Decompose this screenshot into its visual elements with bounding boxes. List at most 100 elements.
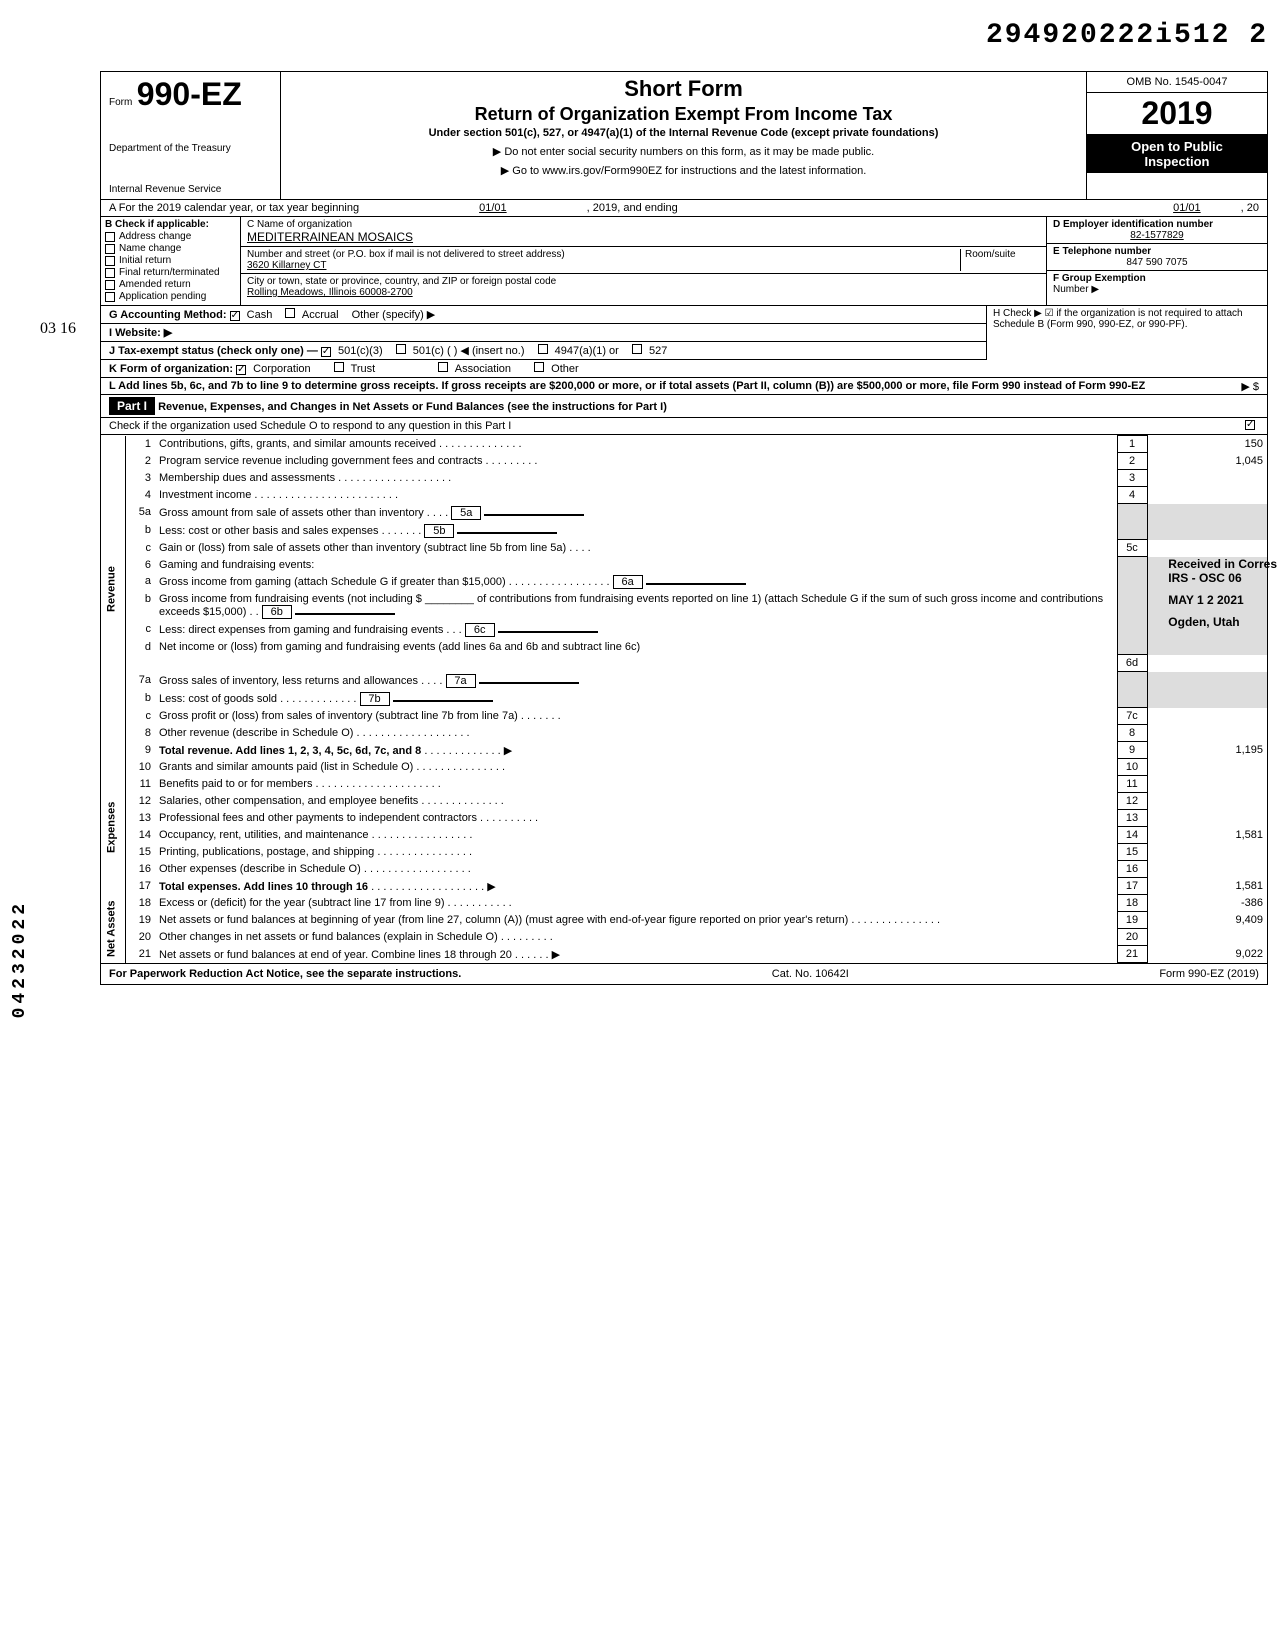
period-begin: 01/01 <box>479 202 507 214</box>
cb-trust[interactable] <box>334 362 344 372</box>
org-name: MEDITERRAINEAN MOSAICS <box>247 230 1040 244</box>
period-end1: 01/01 <box>1173 202 1201 214</box>
line-20-desc: Other changes in net assets or fund bala… <box>155 929 1117 946</box>
line-18-desc: Excess or (deficit) for the year (subtra… <box>155 895 1117 912</box>
form-footer-label: Form 990-EZ (2019) <box>1159 968 1259 980</box>
section-l-text: L Add lines 5b, 6c, and 7b to line 9 to … <box>109 380 1145 392</box>
return-title: Return of Organization Exempt From Incom… <box>289 104 1078 125</box>
line-18-amt: -386 <box>1147 895 1267 912</box>
group-exemption-number-label: Number ▶ <box>1053 284 1261 295</box>
cb-4947[interactable] <box>538 344 548 354</box>
cb-pending[interactable]: Application pending <box>105 291 236 302</box>
open-label: Open to Public <box>1091 139 1263 154</box>
period-end2: , 20 <box>1241 202 1259 214</box>
section-i-label: I Website: ▶ <box>109 327 172 339</box>
phone-label: E Telephone number <box>1053 246 1261 257</box>
form-id-box: Form 990-EZ Department of the Treasury I… <box>101 72 281 199</box>
line-12-desc: Salaries, other compensation, and employ… <box>155 793 1117 810</box>
line-6-desc: Gaming and fundraising events: <box>155 557 1117 573</box>
right-header: OMB No. 1545-0047 2019 Open to Public In… <box>1087 72 1267 199</box>
ein-value: 82-1577829 <box>1053 230 1261 241</box>
line-2-amt: 1,045 <box>1147 453 1267 470</box>
ssn-note: ▶ Do not enter social security numbers o… <box>289 145 1078 158</box>
line-1-box: 1 <box>1117 436 1147 453</box>
cb-amended[interactable]: Amended return <box>105 279 236 290</box>
cb-corporation[interactable] <box>236 365 246 375</box>
stamp-ogden: Ogden, Utah <box>1168 615 1277 629</box>
tax-year: 2019 <box>1141 95 1212 131</box>
street-address: 3620 Killarney CT <box>247 260 960 271</box>
addr-label: Number and street (or P.O. box if mail i… <box>247 249 960 260</box>
section-l-row: L Add lines 5b, 6c, and 7b to line 9 to … <box>101 378 1267 395</box>
cb-cash[interactable] <box>230 311 240 321</box>
net-assets-side-label: Net Assets <box>101 895 125 963</box>
cb-initial-return[interactable]: Initial return <box>105 255 236 266</box>
right-info-col: D Employer identification number 82-1577… <box>1047 217 1267 305</box>
line-2-desc: Program service revenue including govern… <box>155 453 1117 470</box>
phone-value: 847 590 7075 <box>1053 257 1261 268</box>
section-b: B Check if applicable: Address change Na… <box>101 217 241 305</box>
period-row: A For the 2019 calendar year, or tax yea… <box>101 200 1267 217</box>
line-21-desc: Net assets or fund balances at end of ye… <box>155 946 1117 963</box>
part1-title: Revenue, Expenses, and Changes in Net As… <box>158 401 667 413</box>
section-h: H Check ▶ ☑ if the organization is not r… <box>987 306 1267 360</box>
section-l-arrow: ▶ $ <box>1241 380 1259 393</box>
city-state-zip: Rolling Meadows, Illinois 60008-2700 <box>247 287 1040 298</box>
stamp-received: Received in Corres <box>1168 557 1277 571</box>
cb-name-change[interactable]: Name change <box>105 243 236 254</box>
website-row: I Website: ▶ <box>101 324 986 342</box>
document-number: 294920222i512 2 <box>20 20 1268 51</box>
cb-address-change[interactable]: Address change <box>105 231 236 242</box>
cb-accrual[interactable] <box>285 308 295 318</box>
side-case-number: 04232022 <box>10 900 30 1018</box>
revenue-side-label: Revenue <box>101 436 125 742</box>
cb-final-return[interactable]: Final return/terminated <box>105 267 236 278</box>
section-j-label: J Tax-exempt status (check only one) — <box>109 345 318 357</box>
cb-501c[interactable] <box>396 344 406 354</box>
line-5a-desc: Gross amount from sale of assets other t… <box>155 504 1117 522</box>
line-13-desc: Professional fees and other payments to … <box>155 810 1117 827</box>
catalog-number: Cat. No. 10642I <box>772 968 849 980</box>
line-17-desc: Total expenses. Add lines 10 through 16 … <box>155 878 1117 895</box>
title-box: Short Form Return of Organization Exempt… <box>281 72 1087 199</box>
dept-treasury: Department of the Treasury <box>109 143 272 154</box>
part1-check-note: Check if the organization used Schedule … <box>101 418 1267 435</box>
cb-527[interactable] <box>632 344 642 354</box>
line-11-desc: Benefits paid to or for members . . . . … <box>155 776 1117 793</box>
line-14-amt: 1,581 <box>1147 827 1267 844</box>
cb-501c3[interactable] <box>321 347 331 357</box>
line-1-amt: 150 <box>1147 436 1267 453</box>
line-19-desc: Net assets or fund balances at beginning… <box>155 912 1117 929</box>
section-g-label: G Accounting Method: <box>109 309 227 321</box>
ein-label: D Employer identification number <box>1053 219 1261 230</box>
line-8-desc: Other revenue (describe in Schedule O) .… <box>155 725 1117 742</box>
part1-table: Revenue 1 Contributions, gifts, grants, … <box>101 435 1267 963</box>
line-16-desc: Other expenses (describe in Schedule O) … <box>155 861 1117 878</box>
footer-row: For Paperwork Reduction Act Notice, see … <box>101 963 1267 984</box>
line-5c-desc: Gain or (loss) from sale of assets other… <box>155 540 1117 557</box>
short-form-title: Short Form <box>289 76 1078 102</box>
cb-other-org[interactable] <box>534 362 544 372</box>
line-5b-desc: Less: cost or other basis and sales expe… <box>155 522 1117 540</box>
line-3-desc: Membership dues and assessments . . . . … <box>155 470 1117 487</box>
line-4-desc: Investment income . . . . . . . . . . . … <box>155 487 1117 504</box>
line-14-desc: Occupancy, rent, utilities, and maintena… <box>155 827 1117 844</box>
other-specify: Other (specify) ▶ <box>352 309 436 321</box>
line-6d-desc-partial: Net income or (loss) from gaming and fun… <box>155 639 1117 655</box>
gh-row: G Accounting Method: Cash Accrual Other … <box>101 306 1267 360</box>
line-7c-desc: Gross profit or (loss) from sales of inv… <box>155 708 1117 725</box>
expenses-side-label: Expenses <box>101 759 125 895</box>
section-b-header: B Check if applicable: <box>105 219 236 230</box>
group-exemption-label: F Group Exemption <box>1053 273 1261 284</box>
cb-association[interactable] <box>438 362 448 372</box>
handwritten-note: 03 16 <box>40 320 76 338</box>
info-grid: B Check if applicable: Address change Na… <box>101 217 1267 306</box>
line-17-amt: 1,581 <box>1147 878 1267 895</box>
line-1-desc: Contributions, gifts, grants, and simila… <box>155 436 1117 453</box>
omb-number: OMB No. 1545-0047 <box>1087 72 1267 93</box>
line-7a-desc: Gross sales of inventory, less returns a… <box>155 672 1117 690</box>
inspection-label: Inspection <box>1091 154 1263 169</box>
line-1-num: 1 <box>125 436 155 453</box>
cb-schedule-o[interactable] <box>1245 420 1255 430</box>
section-c: C Name of organization MEDITERRAINEAN MO… <box>241 217 1047 305</box>
